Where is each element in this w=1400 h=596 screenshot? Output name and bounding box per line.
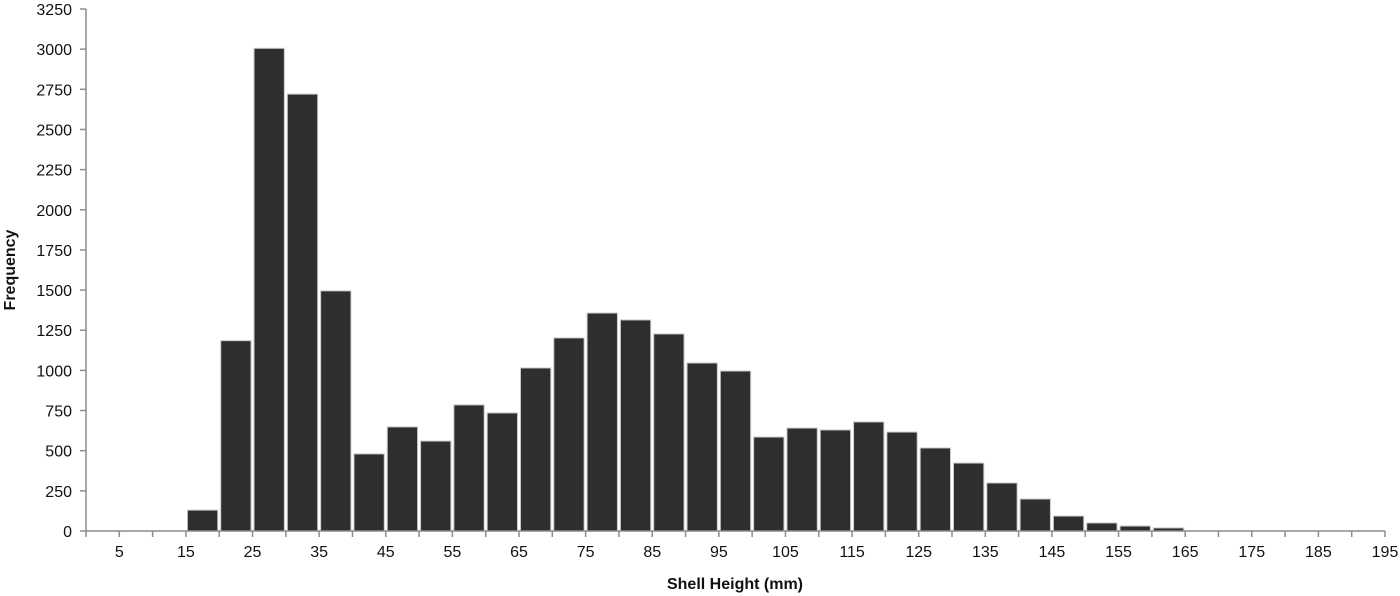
y-tick-label: 3250 [36,2,72,19]
y-tick-label: 2750 [36,82,72,99]
histogram-bar [753,436,785,532]
histogram-bar [953,462,985,532]
histogram-bar [553,337,585,532]
y-tick-label: 1750 [36,243,72,260]
x-tick-label: 5 [115,544,124,561]
x-tick-label: 135 [972,544,999,561]
histogram-bar [1086,522,1118,532]
histogram-bar [220,340,252,532]
histogram-bar [420,440,452,532]
histogram-bar [919,447,952,532]
histogram-bar [320,290,352,532]
histogram-bar [986,482,1018,532]
y-tick-label: 2000 [36,203,72,220]
x-tick-label: 15 [177,544,195,561]
x-tick-label: 65 [510,544,528,561]
x-axis-title: Shell Height (mm) [667,576,803,593]
x-tick-label: 155 [1105,544,1132,561]
histogram-bar [386,426,419,532]
y-tick-label: 250 [45,484,72,501]
x-tick-label: 195 [1372,544,1399,561]
y-tick-label: 0 [63,524,72,541]
histogram-bar [719,370,752,532]
histogram-bar [586,312,618,532]
y-tick-label: 3000 [36,42,72,59]
histogram-bar [786,427,818,532]
x-tick-label: 75 [577,544,595,561]
y-tick-label: 2250 [36,163,72,180]
x-tick-label: 145 [1039,544,1066,561]
histogram-bar [1052,515,1085,532]
histogram-bar [1019,498,1051,532]
x-tick-label: 125 [905,544,932,561]
histogram-bar [186,509,219,532]
histogram-bar [819,429,852,532]
histogram-bar [353,453,385,532]
histogram-bar [486,412,519,532]
histogram-bar [686,362,718,532]
histogram-bar [453,404,485,532]
y-tick-label: 750 [45,404,72,421]
x-tick-label: 185 [1305,544,1332,561]
histogram-bar [619,319,652,532]
histogram-bar [653,333,685,532]
x-tick-label: 165 [1172,544,1199,561]
y-axis-title: Frequency [2,229,19,310]
y-tick-label: 1000 [36,363,72,380]
histogram-bar [853,421,885,532]
x-tick-label: 55 [443,544,461,561]
x-tick-label: 95 [710,544,728,561]
x-axis: 5 15 25 35 45 55 65 75 85 95 105 115 125 135 145 155 165… [85,530,1399,561]
histogram-bar [286,93,319,532]
x-tick-label: 35 [310,544,328,561]
x-tick-label: 105 [772,544,799,561]
x-tick-label: 85 [643,544,661,561]
y-tick-label: 500 [45,444,72,461]
bar-series [186,47,1185,532]
x-tick-label: 45 [377,544,395,561]
x-tick-label: 115 [839,544,865,561]
y-axis: 0 250 500 750 1000 1250 1500 1750 2000 2250 2500 27… [36,2,87,541]
x-tick-label: 25 [244,544,262,561]
y-tick-label: 2500 [36,122,72,139]
y-tick-label: 1250 [36,323,72,340]
histogram-bar [253,47,285,532]
x-tick-label: 175 [1238,544,1265,561]
histogram-bar [886,431,918,532]
histogram-bar [520,367,552,532]
y-tick-label: 1500 [36,283,72,300]
